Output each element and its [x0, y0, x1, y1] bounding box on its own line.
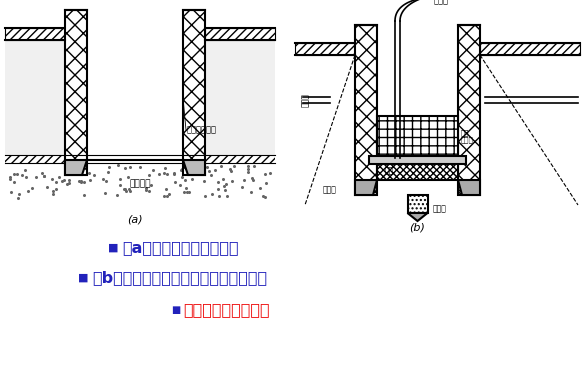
- Bar: [377, 116, 458, 156]
- Bar: [183, 10, 205, 175]
- Polygon shape: [65, 160, 87, 175]
- Text: 后浇
混凝土: 后浇 混凝土: [461, 129, 474, 143]
- Polygon shape: [408, 213, 427, 221]
- Text: ■: ■: [171, 305, 180, 315]
- Bar: [355, 25, 377, 195]
- Bar: [295, 43, 355, 55]
- Text: 吸水跩: 吸水跩: [433, 205, 446, 213]
- Text: 不透水粘土层: 不透水粘土层: [187, 125, 217, 134]
- Text: (b): (b): [409, 222, 425, 232]
- Bar: [480, 43, 580, 55]
- Text: （b）待底板达到足够强度后方停止降水: （b）待底板达到足够强度后方停止降水: [92, 270, 267, 286]
- Bar: [5, 28, 65, 40]
- Bar: [377, 162, 458, 180]
- Text: (a): (a): [127, 215, 143, 225]
- Bar: [5, 155, 65, 163]
- Text: 底板: 底板: [385, 166, 394, 176]
- Text: ■: ■: [78, 273, 88, 283]
- Text: 法兰: 法兰: [387, 156, 397, 164]
- Bar: [5, 40, 65, 155]
- Bar: [205, 155, 275, 163]
- Text: 降水线: 降水线: [301, 93, 310, 107]
- Bar: [458, 25, 480, 195]
- Text: 含水砂层: 含水砂层: [129, 179, 151, 188]
- Text: 抜援水: 抜援水: [434, 0, 449, 5]
- Text: ■: ■: [107, 243, 118, 253]
- Polygon shape: [458, 180, 480, 195]
- Bar: [65, 10, 87, 175]
- Bar: [369, 156, 466, 164]
- Text: 沉井可干封底的情况: 沉井可干封底的情况: [183, 302, 270, 318]
- Bar: [205, 28, 275, 40]
- Text: 干封底: 干封底: [323, 185, 337, 194]
- Polygon shape: [355, 180, 377, 195]
- Bar: [205, 40, 275, 155]
- Polygon shape: [183, 160, 205, 175]
- Bar: [408, 195, 427, 213]
- Text: （a）下有足够厘粘土层；: （a）下有足够厘粘土层；: [122, 241, 239, 255]
